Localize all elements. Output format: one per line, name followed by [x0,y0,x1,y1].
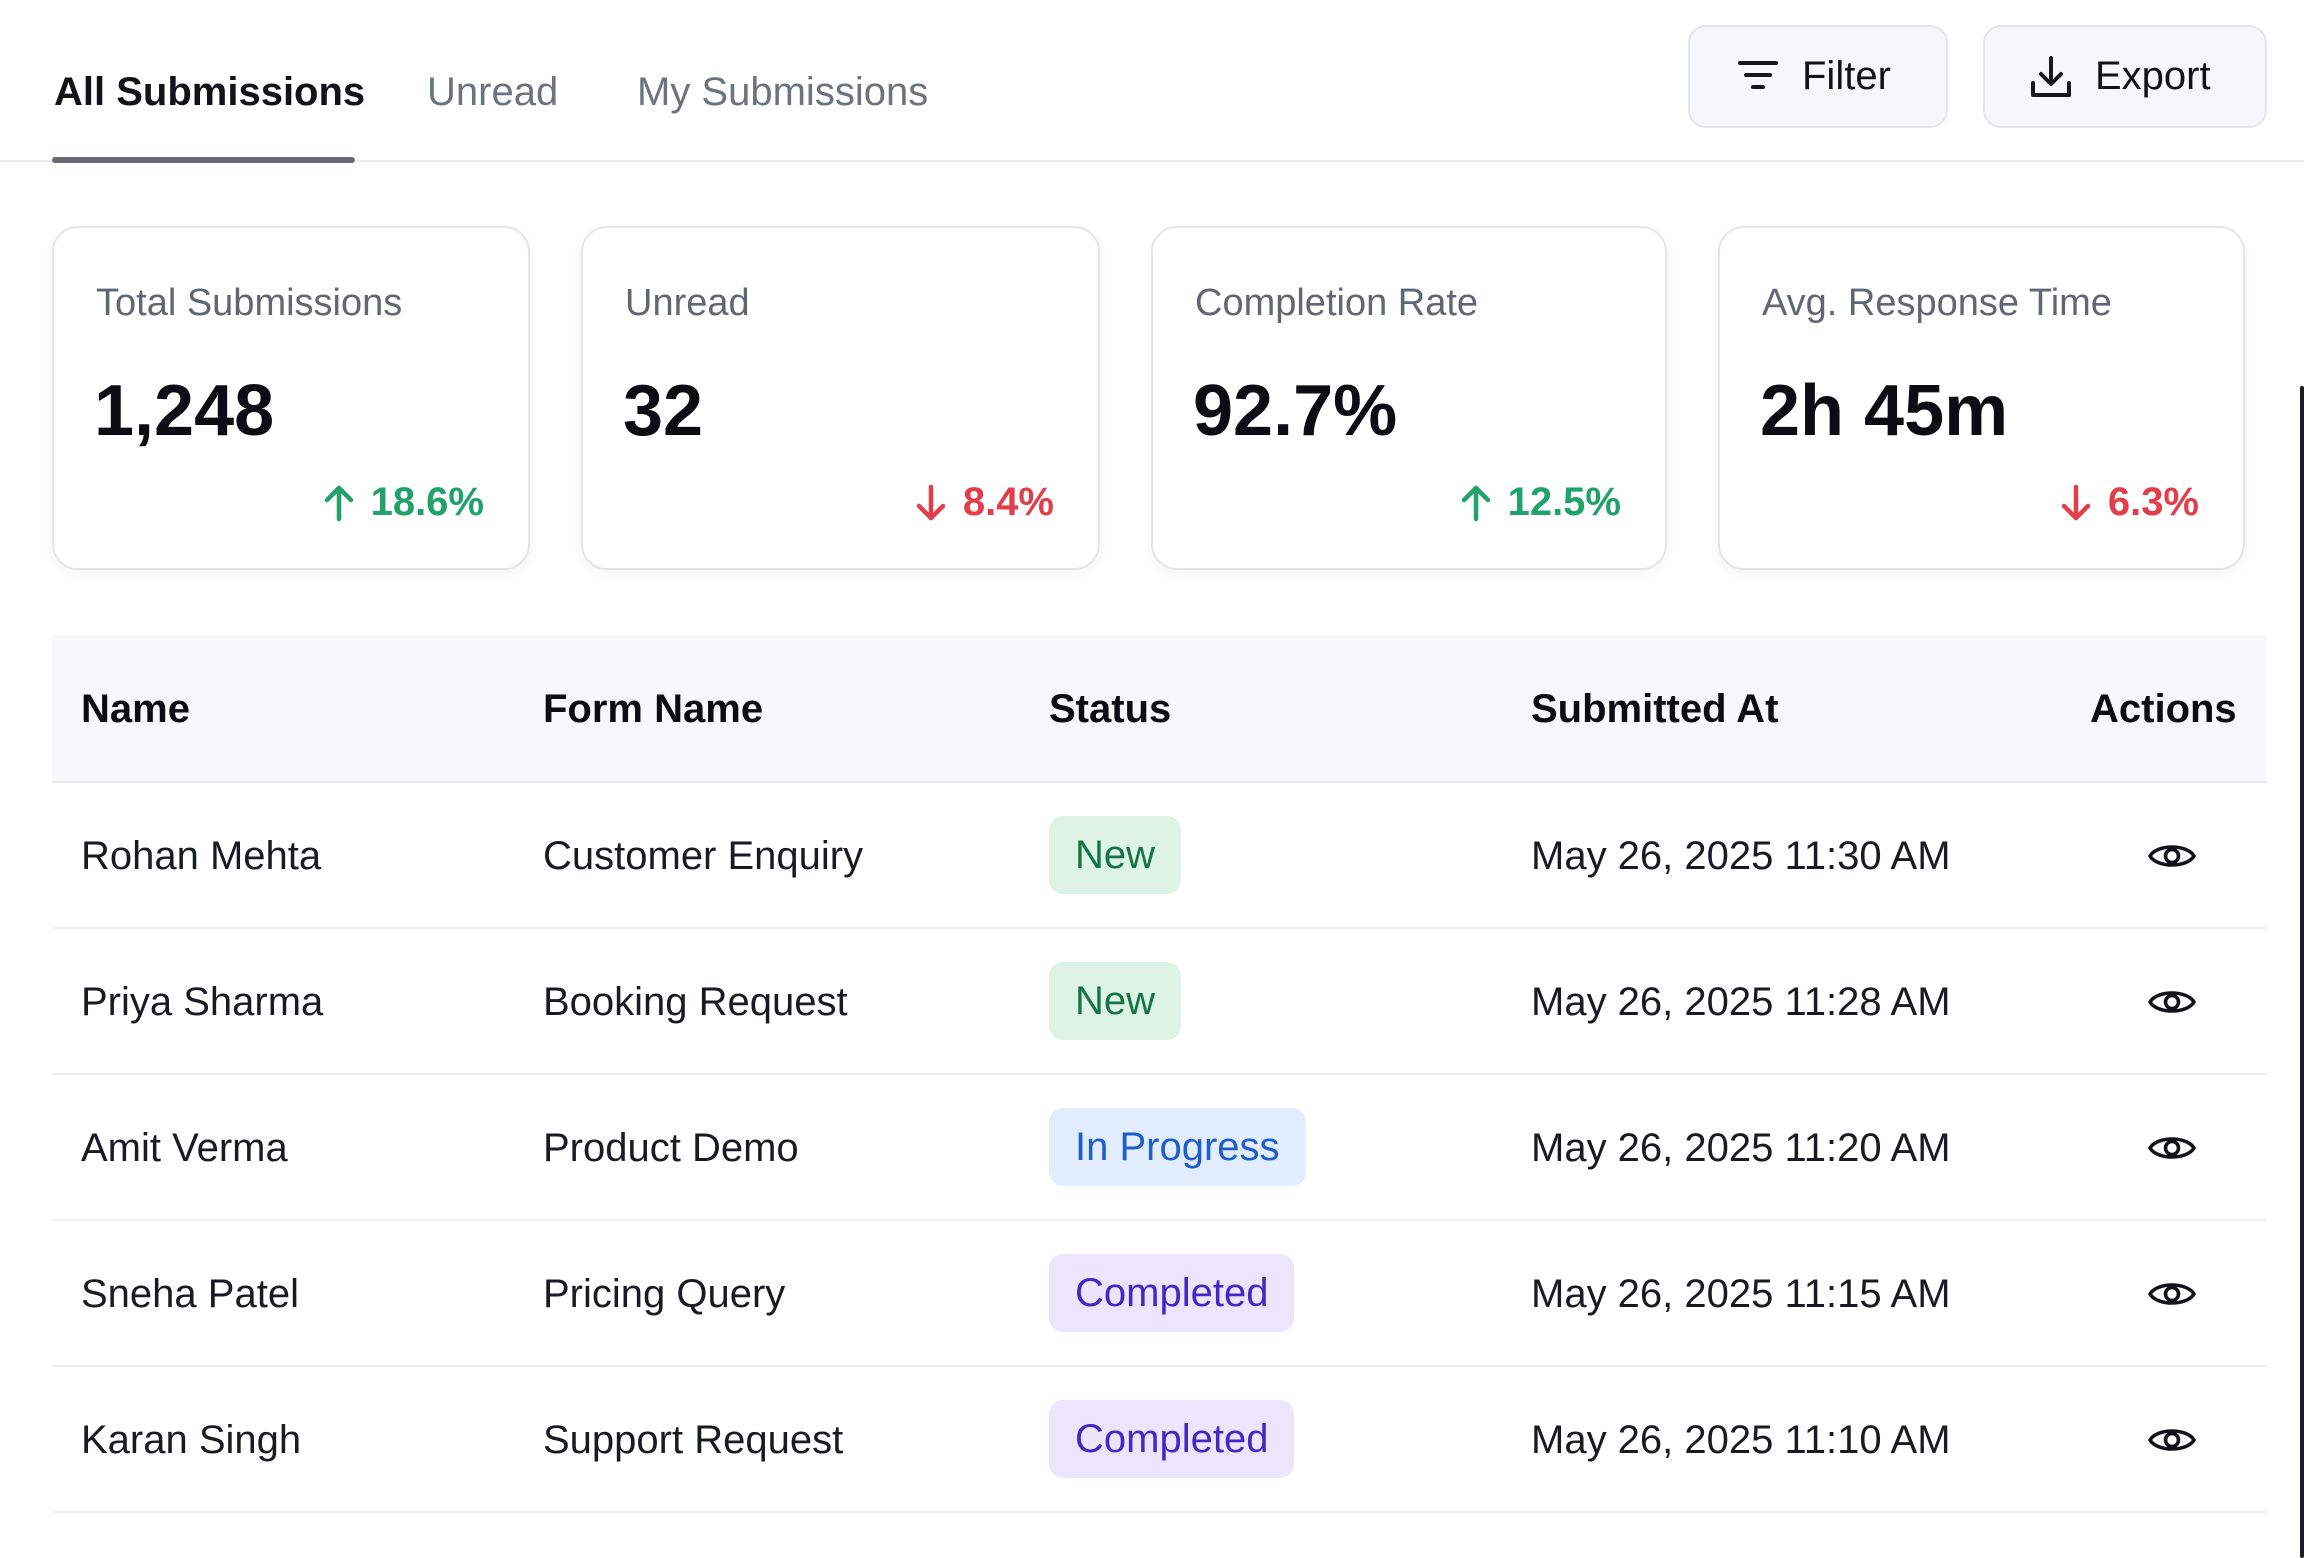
cell-name: Sneha Patel [81,1272,299,1316]
cell-name: Karan Singh [81,1418,302,1462]
submissions-table: Name Form Name Status Submitted At Actio… [52,635,2266,1513]
stat-value: 92.7% [1193,371,1398,451]
view-submission-button[interactable] [2144,1120,2200,1176]
table-row[interactable]: Amit Verma Product Demo In Progress May … [52,1075,2266,1221]
tab-all-submissions[interactable]: All Submissions [54,70,366,114]
stat-card-completion-rate: Completion Rate 92.7% 12.5% [1151,226,1667,570]
table-row[interactable]: Rohan Mehta Customer Enquiry New May 26,… [52,783,2266,929]
stat-delta-value: 12.5% [1507,480,1621,524]
stat-delta-value: 6.3% [2107,480,2199,524]
filter-button-label: Filter [1802,54,1891,98]
arrow-down-icon [916,484,946,520]
window-edge-divider [2300,386,2304,1558]
submissions-tab-bar: All Submissions Unread My Submissions Fi… [0,0,2304,163]
cell-submitted-at: May 26, 2025 11:10 AM [1531,1418,1951,1462]
view-submission-button[interactable] [2144,828,2200,884]
column-header-status: Status [1049,687,1172,731]
stat-value: 2h 45m [1760,371,2009,451]
eye-icon [2148,1429,2196,1451]
stat-value: 1,248 [94,371,275,451]
status-badge: New [1049,962,1182,1040]
stat-delta: 12.5% [1456,480,1621,525]
stat-card-unread: Unread 32 8.4% [581,226,1100,570]
cell-submitted-at: May 26, 2025 11:20 AM [1531,1126,1951,1170]
cell-submitted-at: May 26, 2025 11:30 AM [1531,834,1951,878]
table-row[interactable]: Sneha Patel Pricing Query Completed May … [52,1221,2266,1367]
stat-label: Avg. Response Time [1762,282,2112,324]
stat-card-total-submissions: Total Submissions 1,248 18.6% [52,226,530,570]
column-header-submitted-at: Submitted At [1531,687,1779,731]
stat-delta: 8.4% [911,480,1054,525]
eye-icon [2148,845,2196,867]
cell-form-name: Customer Enquiry [543,834,864,878]
export-button[interactable]: Export [1983,25,2267,128]
cell-name: Amit Verma [81,1126,288,1170]
status-badge: Completed [1049,1254,1295,1332]
stat-delta-value: 8.4% [962,480,1054,524]
cell-name: Priya Sharma [81,980,324,1024]
eye-icon [2148,1283,2196,1305]
export-button-label: Export [2095,54,2211,98]
cell-form-name: Booking Request [543,980,848,1024]
stat-value: 32 [623,371,704,451]
stat-label: Completion Rate [1195,282,1479,324]
tab-my-submissions[interactable]: My Submissions [637,70,929,114]
table-row[interactable]: Karan Singh Support Request Completed Ma… [52,1367,2266,1513]
stat-label: Total Submissions [96,282,403,324]
status-badge: In Progress [1049,1108,1306,1186]
stat-card-avg-response-time: Avg. Response Time 2h 45m 6.3% [1718,226,2245,570]
arrow-up-icon [324,485,353,521]
download-icon [2031,55,2071,97]
cell-submitted-at: May 26, 2025 11:28 AM [1531,980,1951,1024]
stat-delta: 18.6% [319,480,484,525]
cell-form-name: Support Request [543,1418,844,1462]
status-badge: New [1049,816,1182,894]
filter-button[interactable]: Filter [1688,25,1948,128]
view-submission-button[interactable] [2144,1266,2200,1322]
cell-submitted-at: May 26, 2025 11:15 AM [1531,1272,1951,1316]
arrow-down-icon [2061,484,2091,520]
view-submission-button[interactable] [2144,1412,2200,1468]
arrow-up-icon [1461,485,1490,521]
cell-form-name: Pricing Query [543,1272,786,1316]
table-row[interactable]: Priya Sharma Booking Request New May 26,… [52,929,2266,1075]
eye-icon [2148,991,2196,1013]
view-submission-button[interactable] [2144,974,2200,1030]
column-header-name: Name [81,687,190,731]
stat-delta: 6.3% [2056,480,2199,525]
active-tab-indicator [52,157,355,163]
column-header-actions: Actions [2090,687,2237,731]
stat-delta-value: 18.6% [370,480,484,524]
column-header-form-name: Form Name [543,687,764,731]
cell-form-name: Product Demo [543,1126,799,1170]
filter-icon [1738,60,1778,89]
table-header: Name Form Name Status Submitted At Actio… [52,635,2266,783]
eye-icon [2148,1137,2196,1159]
stat-label: Unread [625,282,750,324]
cell-name: Rohan Mehta [81,834,322,878]
status-badge: Completed [1049,1400,1295,1478]
tab-unread[interactable]: Unread [427,70,559,114]
